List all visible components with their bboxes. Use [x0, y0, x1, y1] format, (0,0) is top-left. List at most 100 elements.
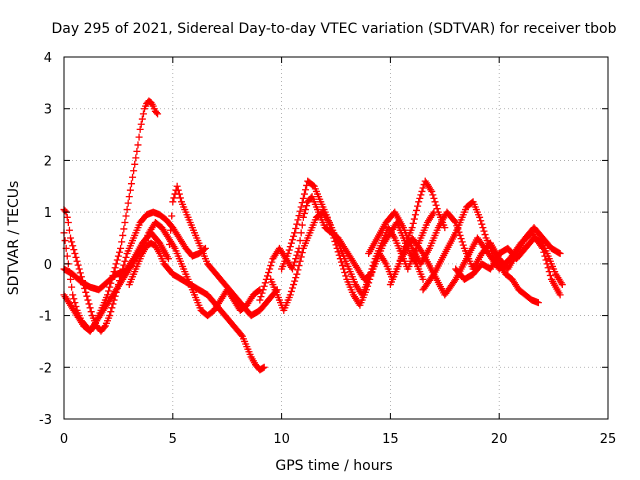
data-point: [76, 269, 84, 277]
data-point: [297, 253, 305, 261]
data-point: [138, 115, 146, 123]
data-point: [481, 231, 489, 239]
data-point: [61, 237, 69, 245]
series-trace-12: [452, 234, 566, 289]
data-point: [132, 154, 140, 162]
data-point: [129, 256, 137, 264]
data-point: [112, 260, 120, 268]
data-point: [75, 265, 83, 273]
x-tick-labels: 0 5 10 15 20 25: [60, 432, 616, 447]
grid-lines: [64, 57, 608, 419]
data-point: [433, 205, 441, 213]
x-tick-label: 15: [382, 432, 399, 447]
data-point: [82, 288, 90, 296]
data-point: [118, 238, 126, 246]
data-point: [546, 271, 554, 279]
data-point: [63, 213, 71, 221]
data-point: [337, 258, 345, 266]
data-point: [114, 252, 122, 260]
data-point: [129, 173, 137, 181]
data-point: [458, 238, 466, 246]
data-point: [451, 217, 459, 225]
data-point: [170, 194, 178, 202]
data-point: [115, 248, 123, 256]
data-point: [324, 217, 332, 225]
data-point: [176, 194, 184, 202]
data-point: [298, 249, 306, 257]
y-axis-label: SDTVAR / TECUs: [6, 181, 22, 296]
data-point: [329, 231, 337, 239]
data-point: [334, 248, 342, 256]
data-point: [69, 291, 77, 299]
data-point: [478, 220, 486, 228]
data-point: [459, 241, 467, 249]
data-point: [286, 291, 294, 299]
data-point: [365, 279, 373, 287]
data-point: [408, 224, 416, 232]
data-point: [288, 236, 296, 244]
y-tick-label: 4: [44, 51, 52, 66]
series-trace-5: [125, 239, 268, 374]
data-point: [544, 264, 552, 272]
data-point: [294, 216, 302, 224]
data-point: [64, 218, 72, 226]
data-point: [419, 275, 427, 283]
data-point: [430, 194, 438, 202]
data-point: [291, 277, 299, 285]
data-point: [111, 264, 119, 272]
data-point: [69, 242, 77, 250]
data-point: [71, 299, 79, 307]
data-point: [106, 283, 114, 291]
x-tick-label: 10: [273, 432, 290, 447]
data-point: [67, 234, 75, 242]
data-point: [265, 268, 273, 276]
data-point: [256, 296, 264, 304]
y-tick-label: 1: [44, 206, 52, 221]
data-point: [260, 363, 268, 371]
data-point: [297, 229, 305, 237]
data-point: [73, 257, 81, 265]
data-point: [417, 191, 425, 199]
data-point: [299, 213, 307, 221]
data-point: [266, 265, 274, 273]
data-point: [291, 229, 299, 237]
data-point: [325, 220, 333, 228]
data-point: [476, 213, 484, 221]
data-point: [154, 110, 162, 118]
data-point: [87, 308, 95, 316]
data-point: [300, 209, 308, 217]
data-point: [166, 240, 174, 248]
data-point: [303, 202, 311, 210]
data-point: [85, 300, 93, 308]
data-point: [263, 272, 271, 280]
data-point: [340, 265, 348, 273]
data-point: [284, 250, 292, 258]
data-point: [292, 255, 300, 263]
data-point: [117, 244, 125, 252]
data-point: [432, 201, 440, 209]
data-point: [477, 217, 485, 225]
data-point: [429, 191, 437, 199]
data-point: [290, 232, 298, 240]
data-point: [556, 291, 564, 299]
x-tick-label: 0: [60, 432, 68, 447]
data-point: [259, 286, 267, 294]
data-point: [258, 289, 266, 297]
data-point: [556, 250, 564, 258]
data-point: [130, 167, 138, 175]
data-point: [168, 212, 176, 220]
data-point: [295, 212, 303, 220]
data-point: [410, 215, 418, 223]
data-point: [139, 110, 147, 118]
y-tick-label: -1: [39, 310, 52, 325]
data-point: [108, 304, 116, 312]
data-point: [133, 147, 141, 155]
data-point: [288, 284, 296, 292]
data-point: [367, 272, 375, 280]
data-point: [296, 207, 304, 215]
data-point: [411, 211, 419, 219]
data-point: [292, 225, 300, 233]
data-point: [293, 270, 301, 278]
data-point: [413, 206, 421, 214]
